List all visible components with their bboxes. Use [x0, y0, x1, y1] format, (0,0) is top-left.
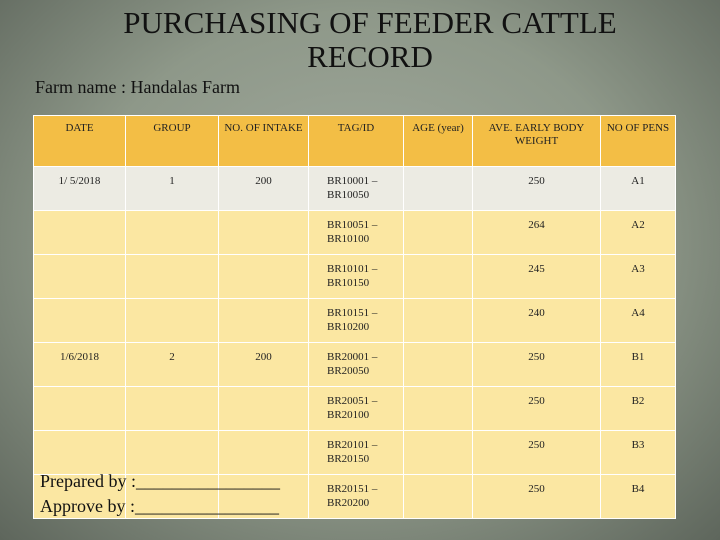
table-cell: BR20151 – BR20200 — [308, 474, 404, 519]
table-cell — [403, 210, 473, 255]
table-cell — [125, 430, 219, 475]
table-cell: B2 — [600, 386, 676, 431]
table-cell — [125, 210, 219, 255]
table-row: BR10151 – BR10200 240 A4 — [33, 298, 676, 343]
table-cell — [218, 430, 309, 475]
table-cell — [33, 298, 126, 343]
table-cell — [33, 210, 126, 255]
table-cell: 200 — [218, 342, 309, 387]
record-table: DATE GROUP NO. OF INTAKE TAG/ID AGE (year) AV… — [33, 115, 676, 519]
table-cell — [403, 254, 473, 299]
table-cell: A2 — [600, 210, 676, 255]
table-cell — [125, 298, 219, 343]
table-cell: 1/6/2018 — [33, 342, 126, 387]
table-cell — [403, 166, 473, 211]
table-cell: B4 — [600, 474, 676, 519]
table-cell: 250 — [472, 386, 601, 431]
column-header: NO. OF INTAKE — [218, 115, 309, 167]
table-cell — [125, 386, 219, 431]
table-cell: A4 — [600, 298, 676, 343]
table-cell: 250 — [472, 474, 601, 519]
table-cell: 250 — [472, 166, 601, 211]
table-cell: B3 — [600, 430, 676, 475]
column-header: AGE (year) — [403, 115, 473, 167]
table-row: 1/ 5/2018 1 200 BR10001 – BR10050 250 A1 — [33, 166, 676, 211]
table-cell — [403, 430, 473, 475]
table-cell — [33, 386, 126, 431]
table-cell: 1/ 5/2018 — [33, 166, 126, 211]
table-cell — [218, 210, 309, 255]
table-row: BR10101 – BR10150 245 A3 — [33, 254, 676, 299]
column-header: DATE — [33, 115, 126, 167]
prepared-by: Prepared by :________________ — [40, 471, 280, 491]
table-cell: 264 — [472, 210, 601, 255]
column-header: AVE. EARLY BODY WEIGHT — [472, 115, 601, 167]
table-cell — [218, 474, 309, 519]
table-cell — [218, 254, 309, 299]
table-cell: BR10101 – BR10150 — [308, 254, 404, 299]
table-cell — [33, 430, 126, 475]
table-cell: BR10001 – BR10050 — [308, 166, 404, 211]
header-row: DATE GROUP NO. OF INTAKE TAG/ID AGE (year) AV… — [33, 115, 676, 167]
farm-name: Farm name : Handalas Farm — [35, 77, 240, 97]
table-cell — [33, 474, 126, 519]
table-cell — [125, 474, 219, 519]
table-cell — [218, 386, 309, 431]
table-cell — [403, 342, 473, 387]
table-cell: B1 — [600, 342, 676, 387]
table-cell — [33, 254, 126, 299]
table-row: BR20101 – BR20150 250 B3 — [33, 430, 676, 475]
table-cell: BR20051 – BR20100 — [308, 386, 404, 431]
table-cell: 240 — [472, 298, 601, 343]
table-cell — [403, 474, 473, 519]
table-cell: BR10051 – BR10100 — [308, 210, 404, 255]
table-cell: A1 — [600, 166, 676, 211]
table-cell: 2 — [125, 342, 219, 387]
table-row: BR20051 – BR20100 250 B2 — [33, 386, 676, 431]
approve-by: Approve by :________________ — [40, 496, 279, 516]
table-row: BR20151 – BR20200 250 B4 — [33, 474, 676, 519]
table-cell: BR10151 – BR10200 — [308, 298, 404, 343]
table-cell — [218, 298, 309, 343]
column-header: TAG/ID — [308, 115, 404, 167]
table-cell: 1 — [125, 166, 219, 211]
table-cell: A3 — [600, 254, 676, 299]
column-header: GROUP — [125, 115, 219, 167]
table-cell: BR20101 – BR20150 — [308, 430, 404, 475]
table-row: 1/6/2018 2 200 BR20001 – BR20050 250 B1 — [33, 342, 676, 387]
title: PURCHASING OF FEEDER CATTLE RECORD — [123, 5, 617, 74]
table-cell — [403, 386, 473, 431]
table-cell: 250 — [472, 342, 601, 387]
table-cell: BR20001 – BR20050 — [308, 342, 404, 387]
table-row: BR10051 – BR10100 264 A2 — [33, 210, 676, 255]
table-cell: 245 — [472, 254, 601, 299]
column-header: NO OF PENS — [600, 115, 676, 167]
table-cell: 200 — [218, 166, 309, 211]
table-body: 1/ 5/2018 1 200 BR10001 – BR10050 250 A1 BR100… — [33, 166, 676, 519]
table-cell — [403, 298, 473, 343]
table-cell — [125, 254, 219, 299]
table-cell: 250 — [472, 430, 601, 475]
